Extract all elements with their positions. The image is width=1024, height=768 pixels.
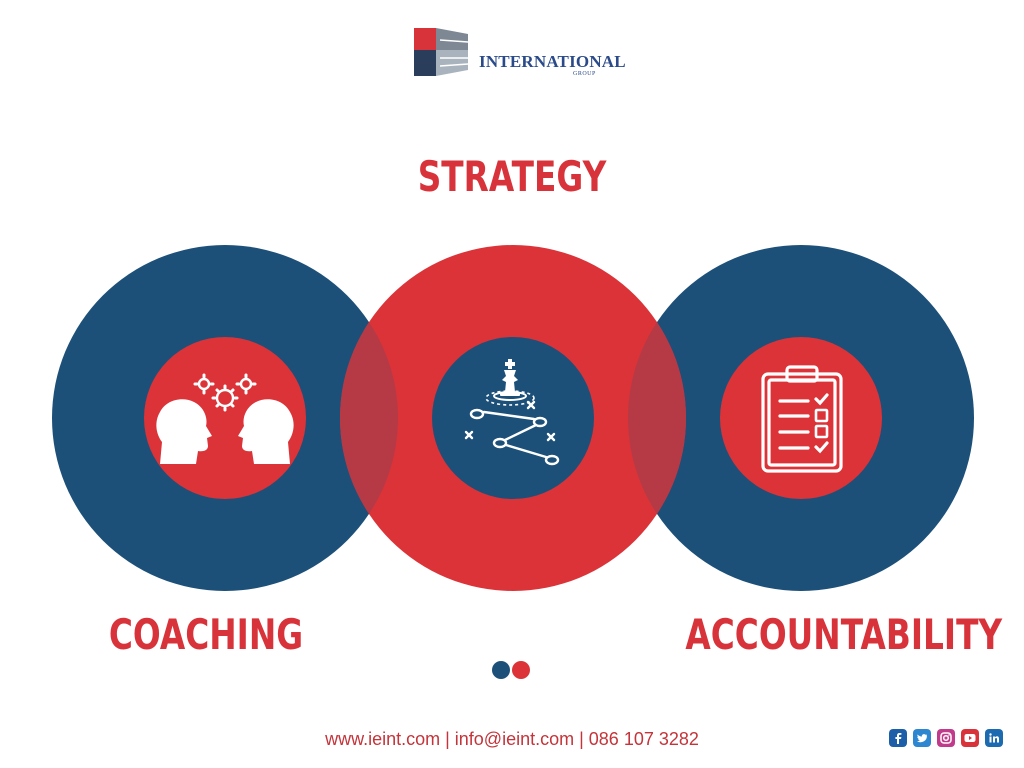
- footer-contact: www.ieint.com | info@ieint.com | 086 107…: [325, 729, 699, 749]
- logo-subtitle: GROUP: [573, 71, 596, 77]
- heads-with-gears-icon: [156, 373, 294, 464]
- accountability-heading: ACCOUNTABILITY: [685, 610, 1003, 659]
- instagram-icon[interactable]: [937, 729, 955, 747]
- strategy-heading: STRATEGY: [417, 152, 607, 201]
- logo-wordmark: INTERNATIONAL: [479, 52, 626, 71]
- clipboard-checklist-icon: [761, 365, 843, 473]
- youtube-icon[interactable]: [961, 729, 979, 747]
- company-logo: INTERNATIONAL GROUP: [412, 26, 626, 80]
- linkedin-icon[interactable]: [985, 729, 1003, 747]
- chess-strategy-icon: [464, 359, 560, 466]
- coaching-heading: COACHING: [108, 610, 304, 659]
- twitter-icon[interactable]: [913, 729, 931, 747]
- pagination-dot-1[interactable]: [492, 661, 510, 679]
- facebook-icon[interactable]: [889, 729, 907, 747]
- pagination-dot-2[interactable]: [512, 661, 530, 679]
- logo-mark-icon: [414, 28, 469, 76]
